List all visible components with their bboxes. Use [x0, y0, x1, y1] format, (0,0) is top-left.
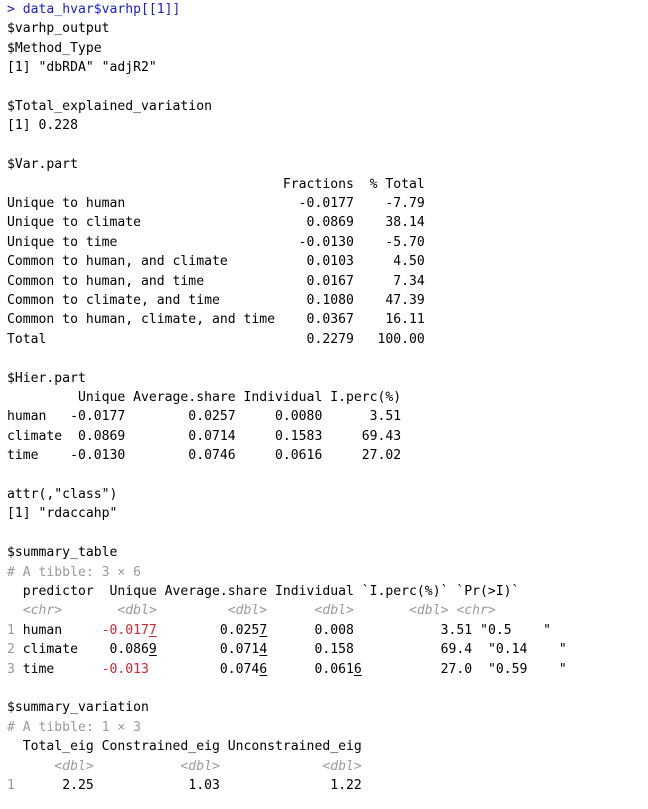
hier-part-row: time -0.0130 0.0746 0.0616 27.02	[7, 448, 402, 464]
tibble-comment: # A tibble: 3 × 6	[7, 564, 142, 580]
var-part-row: Unique to human -0.0177 -7.79	[7, 196, 425, 211]
summary-variation-title: $summary_variation	[7, 700, 149, 716]
var-part-row: Common to human, climate, and time 0.036…	[7, 312, 425, 328]
row-number: 1	[7, 622, 15, 638]
hier-part-row: climate 0.0869 0.0714 0.1583 69.43	[7, 428, 402, 444]
console-prompt: >	[7, 2, 23, 17]
output-line: attr(,"class")	[7, 487, 118, 502]
cell-unique: -0.013	[85, 661, 149, 677]
cell-predictor: time	[14, 661, 86, 677]
cell-individual-digit: 6	[353, 661, 362, 677]
summary-table-title: $summary_table	[7, 545, 118, 561]
row-number: 2	[7, 642, 15, 658]
cell-share-digit: 6	[259, 661, 268, 677]
tibble-comment: # A tibble: 1 × 3	[7, 719, 142, 735]
tibble-column-headers: Total_eig Constrained_eig Unconstrained_…	[7, 739, 362, 755]
var-part-row: Unique to time -0.0130 -5.70	[7, 234, 425, 250]
cell-share: 0.074	[219, 661, 260, 677]
cell-unique-digit: 7	[148, 622, 157, 638]
var-part-header: Fractions % Total	[7, 176, 425, 192]
output-line: [1] 0.228	[7, 118, 78, 134]
cell-spacer	[157, 623, 220, 638]
row-number: 1	[7, 778, 15, 793]
cell-individual: 0.008	[314, 622, 354, 638]
cell-unique: 0.086	[85, 642, 149, 658]
cell-spacer	[149, 662, 220, 677]
output-line: [1] "dbRDA" "adjR2"	[7, 60, 157, 76]
output-line: $varhp_output	[7, 21, 110, 37]
output-line: $Hier.part	[7, 370, 86, 386]
cell-share: 0.071	[219, 642, 260, 658]
cell-predictor: human	[14, 622, 86, 638]
output-line: $Method_Type	[7, 40, 102, 56]
tibble-row: 1 2.25 1.03 1.22	[7, 776, 362, 795]
cell-rest: 27.0 "0.59 "	[361, 661, 567, 677]
cell-share-digit: 4	[259, 642, 268, 658]
cell-spacer	[157, 642, 220, 657]
tibble-column-headers: predictor Unique Average.share Individua…	[7, 584, 520, 599]
output-line: [1] "rdaccahp"	[7, 506, 118, 522]
var-part-row: Common to climate, and time 0.1080 47.39	[7, 293, 425, 308]
cell-rest: 3.51 "0.5 "	[353, 622, 552, 638]
cell-unique-digit: 9	[148, 642, 157, 658]
console-command: data_hvar$varhp[[1]]	[22, 2, 181, 17]
cell-predictor: climate	[14, 642, 86, 658]
tibble-column-types: <dbl> <dbl> <dbl>	[7, 758, 362, 774]
tibble-column-types: <chr> <dbl> <dbl> <dbl> <dbl> <chr>	[7, 603, 496, 619]
cell-individual: 0.061	[314, 661, 354, 677]
var-part-total-row: Total 0.2279 100.00	[7, 331, 425, 347]
output-line: $Var.part	[7, 157, 78, 173]
cell-spacer	[267, 662, 314, 677]
cell-share-digit: 7	[259, 622, 268, 638]
hier-part-row: human -0.0177 0.0257 0.0080 3.51	[7, 409, 402, 425]
cell-spacer	[267, 623, 314, 638]
cell-spacer	[267, 642, 314, 657]
var-part-row: Common to human, and time 0.0167 7.34	[7, 273, 425, 289]
cell-individual: 0.158	[314, 642, 354, 658]
var-part-row: Unique to climate 0.0869 38.14	[7, 215, 425, 231]
hier-part-header: Unique Average.share Individual I.perc(%…	[7, 390, 402, 405]
console-command-line[interactable]: > data_hvar$varhp[[1]]	[7, 0, 180, 19]
output-line: $Total_explained_variation	[7, 99, 212, 114]
row-values: 2.25 1.03 1.22	[14, 778, 362, 793]
tibble-row: 3 time -0.013 0.0746 0.0616 27.0 "0.59 "	[7, 660, 567, 679]
cell-rest: 69.4 "0.14 "	[353, 642, 567, 658]
row-number: 3	[7, 661, 15, 677]
tibble-row: 1 human -0.0177 0.0257 0.008 3.51 "0.5 "	[7, 621, 551, 640]
cell-share: 0.025	[219, 622, 260, 638]
cell-unique: -0.017	[85, 622, 149, 638]
tibble-row: 2 climate 0.0869 0.0714 0.158 69.4 "0.14…	[7, 640, 567, 659]
var-part-row: Common to human, and climate 0.0103 4.50	[7, 254, 425, 270]
